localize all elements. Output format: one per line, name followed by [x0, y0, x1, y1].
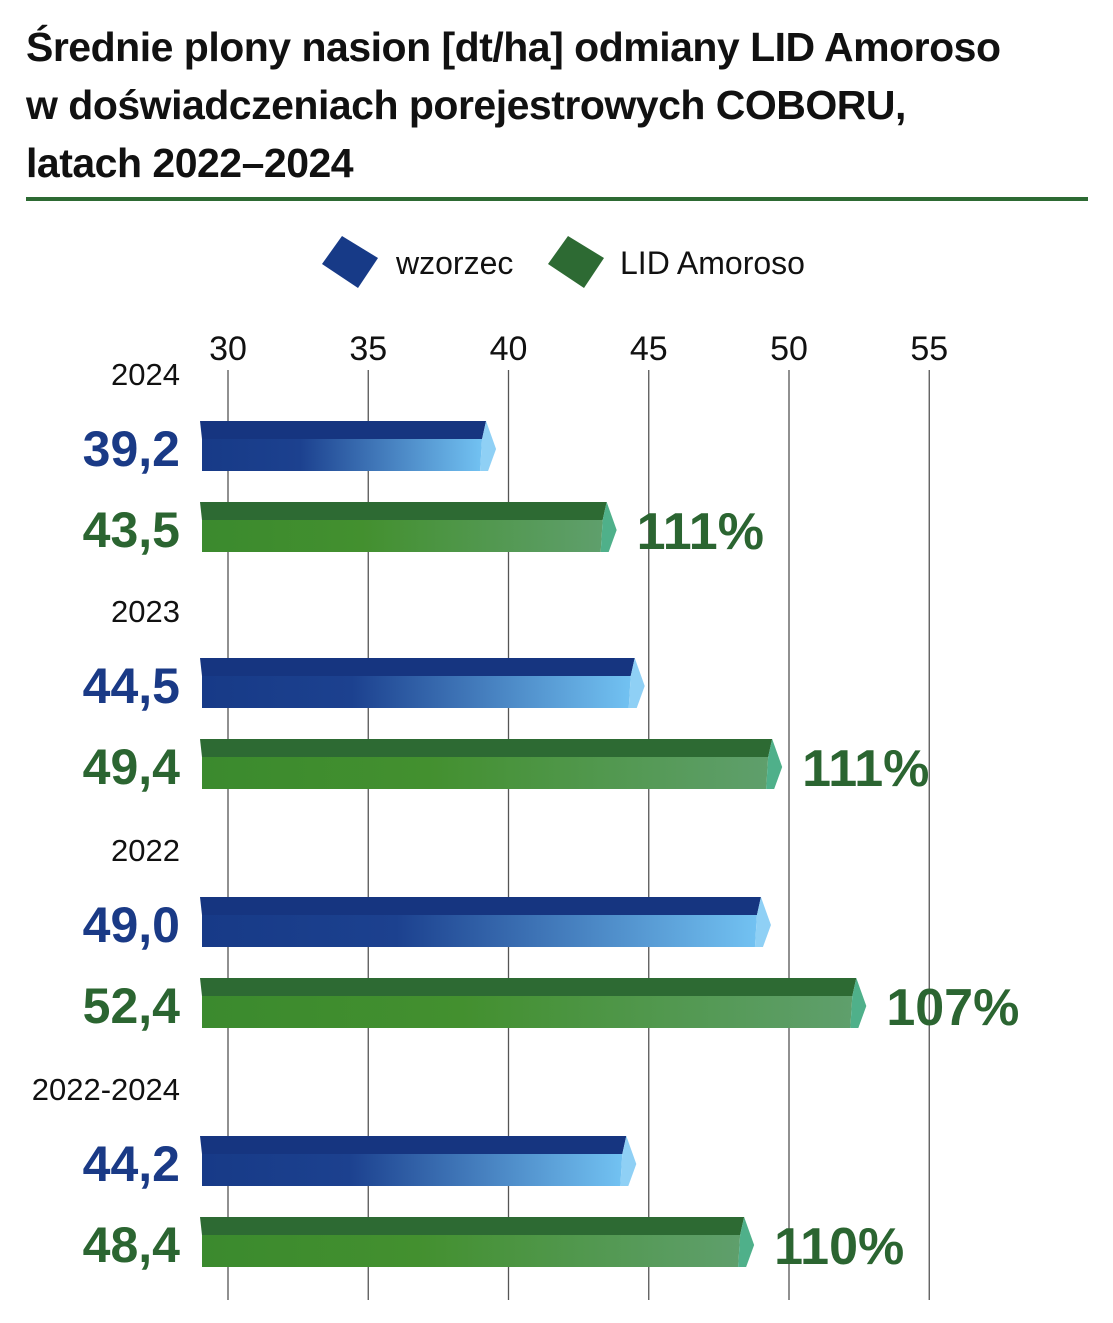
bar-wzorzec-2024 — [200, 421, 497, 471]
bar-top-face — [200, 897, 761, 915]
x-axis-ticks: 30 35 40 45 50 55 — [209, 330, 948, 368]
legend-amoroso-swatch — [548, 236, 604, 288]
bar-side-face — [620, 1136, 637, 1186]
title-line-1: Średnie plony nasion [dt/ha] odmiany LID… — [26, 24, 1001, 70]
value-label-wzorzec: 44,5 — [83, 658, 180, 714]
bar-top-face — [200, 658, 635, 676]
value-label-amoroso: 48,4 — [83, 1217, 181, 1273]
category-label: 2022-2024 — [32, 1072, 180, 1107]
bar-front-face — [202, 1235, 741, 1267]
bar-top-face — [200, 502, 607, 520]
group-2022-2024: 2022-2024 44,2 48,4 110% — [32, 1072, 905, 1276]
title-line-2: w doświadczeniach porejestrowych COBORU, — [26, 82, 906, 128]
x-tick-35: 35 — [349, 330, 387, 368]
bar-top-face — [200, 978, 857, 996]
bar-side-face — [766, 739, 783, 789]
x-tick-40: 40 — [490, 330, 528, 368]
bar-side-face — [628, 658, 645, 708]
percent-label: 110% — [774, 1218, 904, 1276]
value-label-amoroso: 52,4 — [83, 978, 181, 1034]
bar-front-face — [202, 520, 603, 552]
bar-wzorzec-2022-2024 — [200, 1136, 637, 1186]
bar-amoroso-2024 — [200, 502, 617, 552]
bars: 2024 39,2 43,5 111% 2023 44,5 49,4 111% 2022 49,0… — [32, 357, 1020, 1276]
bar-amoroso-2023 — [200, 739, 783, 789]
bar-front-face — [202, 915, 757, 947]
x-tick-50: 50 — [770, 330, 808, 368]
x-tick-45: 45 — [630, 330, 668, 368]
value-label-amoroso: 49,4 — [83, 739, 181, 795]
group-2022: 2022 49,0 52,4 107% — [83, 833, 1020, 1037]
legend-amoroso-label: LID Amoroso — [620, 245, 805, 281]
bar-top-face — [200, 739, 773, 757]
x-tick-30: 30 — [209, 330, 247, 368]
bar-wzorzec-2022 — [200, 897, 771, 947]
bar-front-face — [202, 676, 631, 708]
chart-title: Średnie plony nasion [dt/ha] odmiany LID… — [26, 18, 1086, 192]
bar-amoroso-2022-2024 — [200, 1217, 755, 1267]
bar-front-face — [202, 996, 853, 1028]
bar-front-face — [202, 439, 483, 471]
category-label: 2023 — [111, 594, 180, 629]
legend-wzorzec-swatch — [322, 236, 378, 288]
bar-top-face — [200, 421, 487, 439]
legend-wzorzec-label: wzorzec — [395, 245, 513, 281]
value-label-wzorzec: 39,2 — [83, 421, 180, 477]
x-tick-55: 55 — [910, 330, 948, 368]
title-line-3: latach 2022–2024 — [26, 140, 354, 186]
bar-front-face — [202, 1154, 623, 1186]
value-label-wzorzec: 49,0 — [83, 897, 180, 953]
percent-label: 107% — [886, 979, 1019, 1037]
bar-side-face — [600, 502, 617, 552]
value-label-wzorzec: 44,2 — [83, 1136, 180, 1192]
bar-top-face — [200, 1217, 745, 1235]
bar-amoroso-2022 — [200, 978, 867, 1028]
percent-label: 111% — [637, 503, 764, 561]
category-label: 2022 — [111, 833, 180, 868]
value-label-amoroso: 43,5 — [83, 502, 180, 558]
bar-side-face — [850, 978, 867, 1028]
percent-label: 111% — [802, 740, 929, 798]
bar-side-face — [480, 421, 497, 471]
bar-front-face — [202, 757, 769, 789]
bar-side-face — [754, 897, 771, 947]
bar-top-face — [200, 1136, 627, 1154]
title-divider — [26, 197, 1088, 201]
category-label: 2024 — [111, 357, 180, 392]
legend: wzorzec LID Amoroso — [322, 236, 805, 288]
group-2023: 2023 44,5 49,4 111% — [83, 594, 930, 798]
group-2024: 2024 39,2 43,5 111% — [83, 357, 764, 561]
bar-wzorzec-2023 — [200, 658, 645, 708]
bar-side-face — [738, 1217, 755, 1267]
